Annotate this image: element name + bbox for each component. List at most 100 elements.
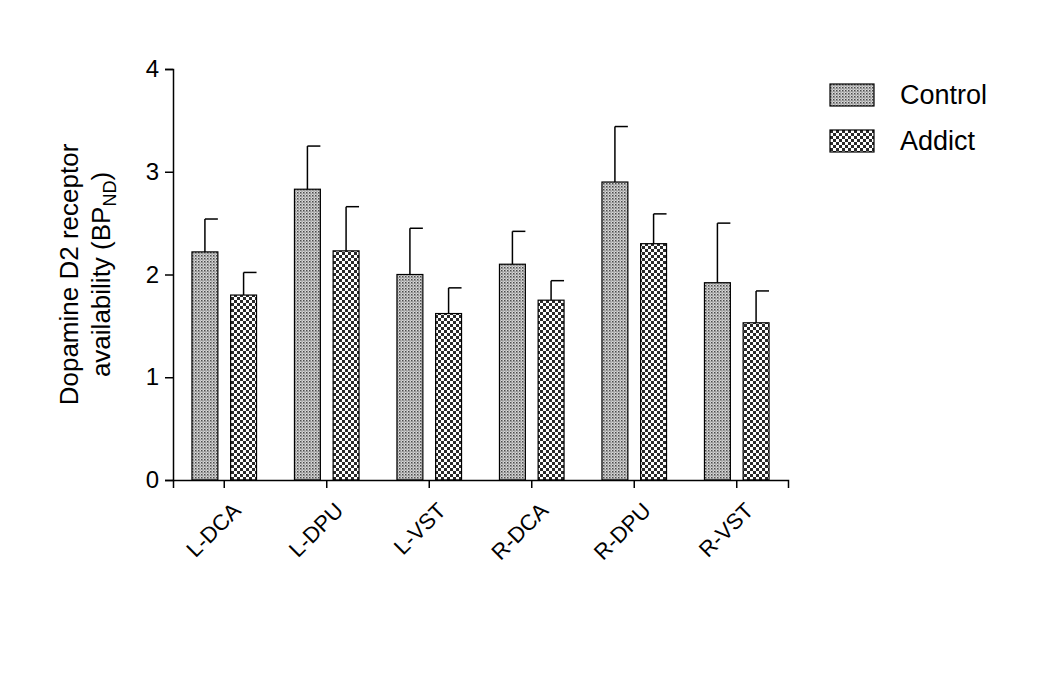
x-tick-label: L-VST: [389, 498, 451, 560]
error-cap: [410, 228, 423, 230]
x-tick-label: R-DCA: [486, 498, 553, 565]
error-bar: [756, 291, 769, 323]
x-tick-mark: [736, 480, 738, 488]
error-cap: [449, 287, 462, 289]
y-axis-title-text: availability (BP: [86, 207, 116, 378]
error-bar: [307, 146, 320, 189]
y-axis: 0 1 2 3 4: [146, 55, 174, 493]
error-bar: [449, 288, 462, 314]
error-bar: [205, 219, 218, 252]
legend: Control Addict: [830, 80, 987, 156]
bar: [333, 251, 359, 480]
x-tick: L-DCA: [181, 480, 246, 562]
x-axis-line: [174, 481, 789, 489]
error-stem: [448, 288, 450, 314]
error-bar: [717, 223, 730, 283]
y-axis-title-line: Dopamine D2 receptor: [54, 143, 84, 405]
y-tick-mark: [165, 480, 173, 482]
error-cap: [654, 213, 667, 215]
error-stem: [345, 207, 347, 251]
y-axis-title-text: Dopamine D2 receptor: [54, 143, 84, 405]
y-axis-title-line: availability (BPND): [86, 172, 120, 377]
y-tick-label: 4: [146, 55, 159, 82]
y-tick-mark: [165, 377, 173, 379]
error-stem: [512, 231, 514, 264]
y-tick-label: 3: [146, 158, 159, 185]
error-stem: [614, 127, 616, 182]
error-cap: [205, 218, 218, 220]
error-bar: [346, 207, 359, 251]
error-stem: [550, 281, 552, 301]
legend-label: Addict: [900, 126, 976, 156]
bar: [294, 189, 320, 480]
x-tick-mark: [224, 480, 226, 488]
error-bar: [244, 272, 257, 295]
plot-area: [192, 127, 769, 480]
y-tick: 3: [146, 158, 173, 185]
error-bar: [615, 127, 628, 182]
y-tick: 4: [146, 55, 173, 82]
error-bar: [512, 231, 525, 264]
y-axis-line: [165, 70, 174, 481]
y-tick-mark: [165, 274, 173, 276]
y-axis-title: Dopamine D2 receptoravailability (BPND): [54, 143, 120, 405]
x-tick-label: L-DCA: [181, 498, 246, 563]
error-cap: [615, 126, 628, 128]
y-tick-label: 1: [146, 363, 159, 390]
bar: [499, 264, 525, 480]
error-stem: [755, 291, 757, 323]
legend-item: Addict: [830, 126, 976, 156]
bar: [231, 295, 257, 480]
legend-label: Control: [900, 80, 987, 110]
error-stem: [243, 272, 245, 295]
error-cap: [512, 231, 525, 233]
x-tick: R-VST: [694, 480, 758, 562]
y-tick-label: 2: [146, 261, 159, 288]
y-tick: 0: [146, 466, 173, 493]
legend-swatch: [830, 84, 874, 106]
error-stem: [653, 214, 655, 244]
error-bar: [410, 228, 423, 274]
x-tick: R-DPU: [589, 480, 656, 565]
bar: [436, 314, 462, 480]
series-0: [192, 127, 730, 480]
y-tick-label: 0: [146, 466, 159, 493]
x-tick: L-VST: [389, 480, 451, 560]
x-tick-mark: [429, 480, 431, 488]
error-cap: [244, 272, 257, 274]
error-stem: [717, 223, 719, 283]
error-stem: [409, 228, 411, 274]
bar: [641, 244, 667, 480]
bar: [192, 252, 218, 480]
x-tick: L-DPU: [284, 480, 348, 562]
y-axis-title-text: ): [86, 172, 116, 181]
x-tick: R-DCA: [486, 480, 553, 565]
error-cap: [346, 206, 359, 208]
x-tick-label: L-DPU: [284, 498, 348, 562]
x-tick-label: R-DPU: [589, 498, 656, 565]
x-tick-mark: [634, 480, 636, 488]
y-tick-mark: [165, 172, 173, 174]
legend-item: Control: [830, 80, 987, 110]
y-axis-title-subscript: ND: [100, 181, 120, 207]
x-axis: L-DCA L-DPU L-VST R-DCA R-DPU R-VST: [174, 480, 789, 565]
bar: [704, 283, 730, 480]
x-tick-mark: [326, 480, 328, 488]
error-bar: [654, 214, 667, 244]
bar: [602, 182, 628, 480]
error-cap: [756, 290, 769, 292]
error-stem: [204, 219, 206, 252]
series-1: [231, 207, 769, 480]
error-cap: [307, 145, 320, 147]
error-cap: [717, 222, 730, 224]
y-tick: 1: [146, 363, 173, 390]
bar: [538, 300, 564, 480]
error-bar: [551, 281, 564, 301]
error-stem: [307, 146, 309, 189]
x-tick-label: R-VST: [694, 498, 758, 562]
chart: 0 1 2 3 4 L-DCA L-DPU L-VST R-DCA R-DPU R-VST Dopam…: [0, 0, 1049, 677]
error-cap: [551, 280, 564, 282]
legend-swatch: [830, 130, 874, 152]
bar: [397, 275, 423, 481]
y-tick-mark: [165, 69, 173, 71]
